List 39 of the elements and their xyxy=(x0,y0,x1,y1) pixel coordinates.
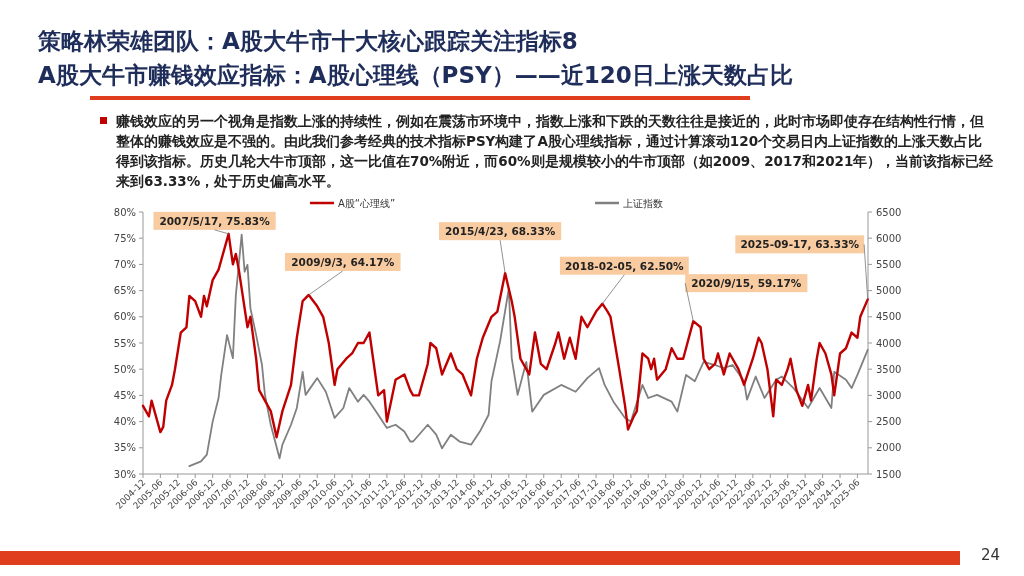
y-tick-label: 80% xyxy=(113,206,136,218)
y-tick-label: 55% xyxy=(113,337,136,349)
y2-tick-label: 4000 xyxy=(876,337,902,349)
y2-tick-label: 6000 xyxy=(876,232,902,244)
annotation: 2015/4/23, 68.33% xyxy=(439,222,562,274)
y-tick-label: 45% xyxy=(113,389,136,401)
annotation: 2007/5/17, 75.83% xyxy=(159,214,271,227)
annotation: 2007/5/17, 75.83% xyxy=(153,211,276,235)
annotation: 2009/9/3, 64.17% xyxy=(284,252,401,296)
y-tick-label: 70% xyxy=(113,258,136,270)
annotation: 2020/9/15, 59.17% xyxy=(684,274,808,322)
y2-tick-label: 5500 xyxy=(876,258,902,270)
y-tick-label: 40% xyxy=(113,416,136,428)
text: 24 xyxy=(980,546,1000,564)
y-tick-label: 75% xyxy=(113,232,136,244)
y2-tick-label: 2000 xyxy=(876,442,902,454)
y-tick-label: 60% xyxy=(113,311,136,323)
y2-tick-label: 3500 xyxy=(876,363,902,375)
y-tick-label: 35% xyxy=(113,442,136,454)
y2-tick-label: 2500 xyxy=(876,416,902,428)
y2-tick-label: 4500 xyxy=(876,311,902,323)
text: 赚钱效应的另一个视角是指数上涨的持续性，例如在震荡市环境中，指数上涨和下跌的天数往往是接近的，此时市场即使存在结构性行情，但整体的赚钱效应是不强的。由此我们参考经典的技术指标PSY构建了A股心理线指标，通过计算滚动120个交易日内上证指数的上涨天数占比得到该指标。历史几轮大牛市顶部，这一比值在70%附近，而60%则是规模较小的牛市顶部（如2009、2017和2021年），当前该指标已经来到63.33%，处于历史偏高水平。 xyxy=(116,112,995,191)
y2-tick-label: 6500 xyxy=(876,206,902,218)
legend-label: A股“心理线” xyxy=(338,197,396,209)
annotation: 2009/9/3, 64.17% xyxy=(291,255,395,268)
y-tick-label: 50% xyxy=(113,363,136,375)
y2-tick-label: 3000 xyxy=(876,389,902,401)
annotation: 2018-02-05, 62.50% xyxy=(559,256,689,305)
legend-label: 上证指数 xyxy=(623,197,663,209)
y-tick-label: 65% xyxy=(113,285,136,297)
annotation: 2018-02-05, 62.50% xyxy=(565,259,685,272)
annotation: 2020/9/15, 59.17% xyxy=(691,277,802,290)
y-tick-label: 30% xyxy=(113,468,136,480)
chart-title: 策略林荣雄团队：A股大牛市十大核心跟踪关注指标8 xyxy=(38,27,578,56)
annotation: 2015/4/23, 68.33% xyxy=(445,225,556,238)
annotation: 2025-09-17, 63.33% xyxy=(740,238,860,251)
chart-subtitle: A股大牛市赚钱效应指标：A股心理线（PSY）——近120日上涨天数占比 xyxy=(38,61,793,90)
y2-tick-label: 5000 xyxy=(876,285,902,297)
y2-tick-label: 1500 xyxy=(876,468,902,480)
